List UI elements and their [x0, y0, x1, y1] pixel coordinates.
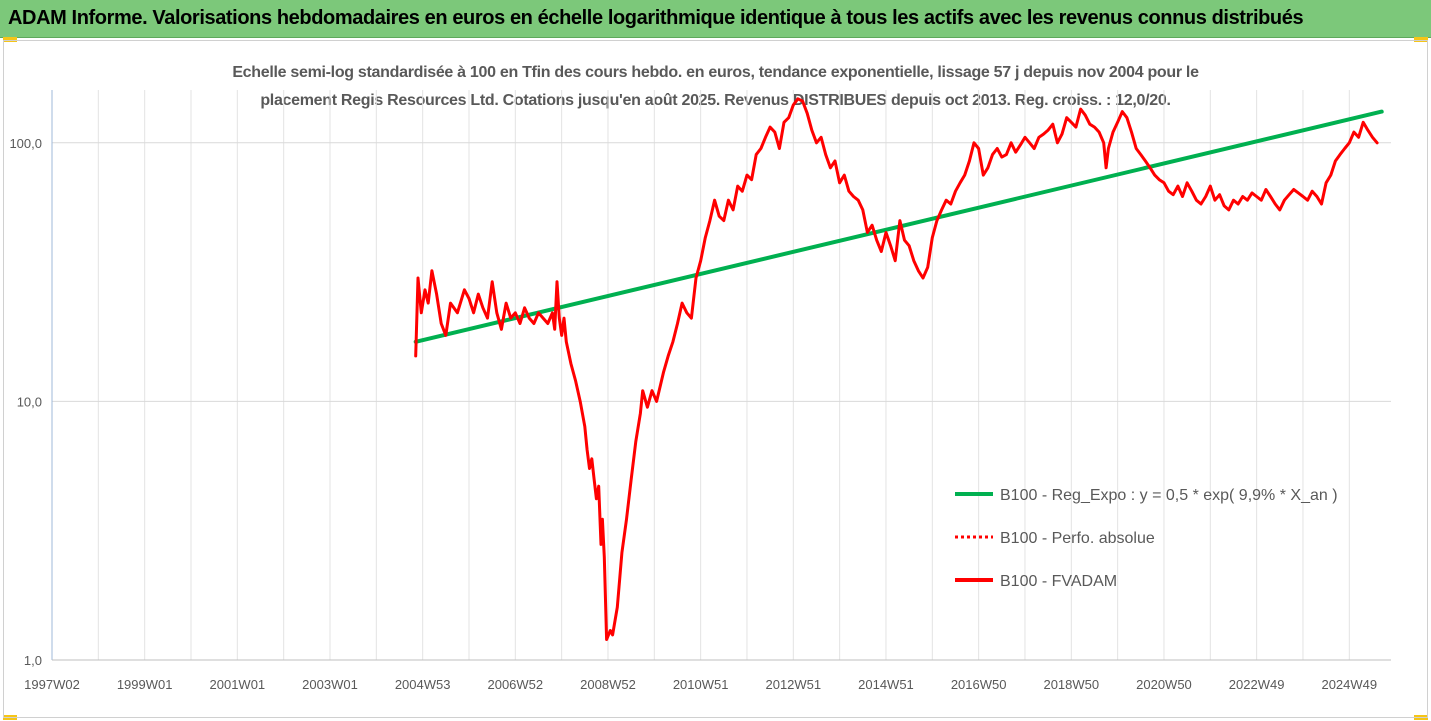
x-tick-label: 2008W52	[580, 677, 636, 692]
x-tick-label: 2014W51	[858, 677, 914, 692]
x-tick-label: 2012W51	[765, 677, 821, 692]
x-tick-label: 2024W49	[1321, 677, 1377, 692]
y-tick-label: 100,0	[9, 136, 42, 151]
header-title: ADAM Informe. Valorisations hebdomadaire…	[8, 7, 1304, 29]
chart-subtitle-line-1: Echelle semi-log standardisée à 100 en T…	[232, 64, 1199, 81]
chart-frame	[3, 40, 1428, 718]
x-tick-label: 2006W52	[487, 677, 543, 692]
legend-label: B100 - Reg_Expo : y = 0,5 * exp( 9,9% * …	[1000, 487, 1338, 504]
x-tick-label: 2022W49	[1229, 677, 1285, 692]
series-line	[414, 97, 1379, 641]
x-tick-label: 1997W02	[24, 677, 80, 692]
x-tick-label: 2020W50	[1136, 677, 1192, 692]
x-tick-label: 2001W01	[210, 677, 266, 692]
x-tick-label: 2018W50	[1043, 677, 1099, 692]
x-tick-label: 2004W53	[395, 677, 451, 692]
x-tick-label: 2016W50	[951, 677, 1007, 692]
x-tick-label: 1999W01	[117, 677, 173, 692]
chart-subtitle-line-2: placement Regis Resources Ltd. Cotations…	[260, 92, 1171, 109]
legend-label: B100 - Perfo. absolue	[1000, 530, 1155, 547]
x-tick-label: 2003W01	[302, 677, 358, 692]
x-tick-label: 2010W51	[673, 677, 729, 692]
legend-label: B100 - FVADAM	[1000, 573, 1117, 590]
y-tick-label: 1,0	[24, 653, 42, 668]
corner-marker	[1414, 37, 1428, 42]
y-tick-label: 10,0	[17, 394, 42, 409]
header-bar: ADAM Informe. Valorisations hebdomadaire…	[0, 0, 1431, 38]
corner-marker	[3, 37, 17, 42]
